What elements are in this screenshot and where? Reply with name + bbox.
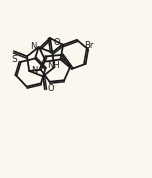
Text: NH: NH — [47, 61, 60, 70]
Text: N: N — [30, 42, 36, 51]
Text: O: O — [54, 38, 60, 48]
Text: Br: Br — [84, 41, 94, 50]
Text: N: N — [31, 66, 38, 75]
Text: S: S — [11, 55, 17, 64]
Text: O: O — [47, 84, 54, 93]
